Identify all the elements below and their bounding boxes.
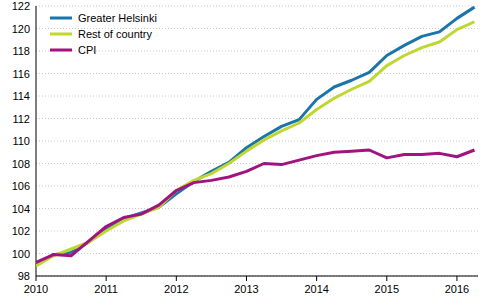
x-tick-label: 2011 <box>94 283 118 295</box>
grid-line <box>36 73 478 74</box>
y-tick-label: 112 <box>12 113 30 125</box>
y-tick-label: 116 <box>12 68 30 80</box>
y-tick-label: 108 <box>12 158 30 170</box>
legend-swatch <box>50 17 72 20</box>
grid-line <box>36 186 478 187</box>
y-axis <box>36 6 37 276</box>
x-tick-label: 2014 <box>304 283 328 295</box>
grid-line <box>36 96 478 97</box>
y-tick-label: 98 <box>18 270 30 282</box>
legend-swatch <box>50 49 72 52</box>
legend-label: CPI <box>78 44 96 56</box>
x-axis <box>36 276 478 277</box>
y-tick-label: 100 <box>12 248 30 260</box>
x-tick-label: 2016 <box>445 283 469 295</box>
grid-line <box>36 208 478 209</box>
x-tick <box>386 276 387 281</box>
y-tick-label: 106 <box>12 180 30 192</box>
grid-line <box>36 253 478 254</box>
grid-line <box>36 276 478 277</box>
x-tick-label: 2015 <box>375 283 399 295</box>
x-tick <box>456 276 457 281</box>
grid-line <box>36 118 478 119</box>
grid-line <box>36 6 478 7</box>
grid-line <box>36 163 478 164</box>
x-tick <box>106 276 107 281</box>
y-tick-label: 122 <box>12 0 30 12</box>
x-tick-label: 2012 <box>164 283 188 295</box>
x-tick <box>246 276 247 281</box>
series-line <box>36 150 474 263</box>
y-tick-label: 110 <box>12 135 30 147</box>
legend-label: Rest of country <box>78 28 152 40</box>
y-tick-label: 118 <box>12 45 30 57</box>
legend: Greater Helsinki Rest of country CPI <box>50 12 157 56</box>
series-line <box>36 22 474 266</box>
y-tick-label: 102 <box>12 225 30 237</box>
x-tick-label: 2010 <box>24 283 48 295</box>
y-tick-label: 104 <box>12 203 30 215</box>
legend-label: Greater Helsinki <box>78 12 157 24</box>
x-tick <box>316 276 317 281</box>
legend-swatch <box>50 33 72 36</box>
y-tick-label: 114 <box>12 90 30 102</box>
x-tick <box>176 276 177 281</box>
series-group <box>36 7 474 266</box>
series-line <box>36 7 474 264</box>
y-tick-label: 120 <box>12 23 30 35</box>
x-tick-label: 2013 <box>234 283 258 295</box>
chart: 98 100 102 104 106 108 110 112 114 116 118 120 122 20… <box>0 0 494 304</box>
x-tick <box>36 276 37 281</box>
